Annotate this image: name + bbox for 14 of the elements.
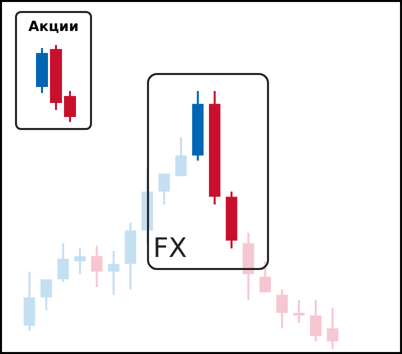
candlestick (276, 288, 288, 330)
candlestick (259, 260, 271, 294)
candlestick (74, 247, 86, 276)
candlestick (108, 250, 120, 296)
candlestick (158, 172, 170, 206)
candlestick (175, 136, 187, 178)
candlestick (57, 242, 69, 283)
candlestick (326, 306, 338, 350)
candlestick (40, 278, 52, 312)
candlestick (91, 244, 103, 288)
annotation: FX (153, 233, 188, 264)
candlestick (293, 298, 305, 324)
card-outline: Акции (15, 11, 92, 130)
candlestick (310, 298, 322, 342)
